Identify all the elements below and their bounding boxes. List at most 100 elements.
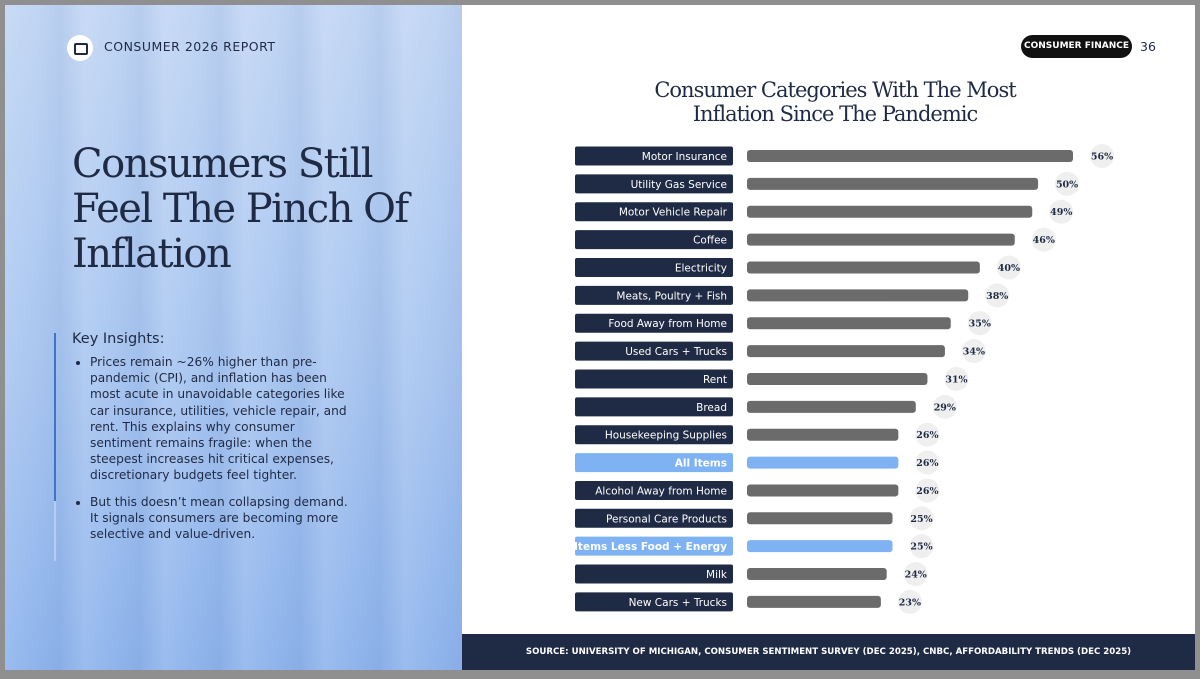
bar — [747, 568, 887, 581]
label-box — [575, 285, 733, 305]
bar — [747, 205, 1033, 218]
category-label: Motor Insurance — [642, 151, 727, 163]
value-label: 26% — [916, 486, 938, 497]
bar — [747, 317, 951, 330]
label-box — [575, 146, 733, 166]
accent-line — [54, 333, 56, 501]
value-label: 23% — [899, 597, 921, 608]
bar — [747, 595, 881, 608]
left-panel — [5, 5, 462, 670]
value-badge — [897, 589, 922, 614]
category-label: All Items — [675, 458, 727, 470]
category-label: Food Away from Home — [608, 318, 727, 330]
section-tag: CONSUMER FINANCE — [1021, 35, 1132, 58]
bar — [747, 372, 928, 385]
report-title: CONSUMER 2026 REPORT — [104, 39, 276, 54]
bar — [747, 428, 899, 441]
label-box — [575, 453, 733, 473]
category-label: Rent — [703, 374, 727, 386]
category-label: All Items Less Food + Energy — [555, 541, 727, 553]
chart-title: Consumer Categories With The Most Inflat… — [654, 78, 1016, 126]
bar — [747, 289, 969, 302]
value-label: 56% — [1091, 152, 1113, 163]
label-box — [575, 202, 733, 222]
page-number: 36 — [1140, 39, 1156, 54]
value-badge — [944, 366, 969, 391]
category-label: Alcohol Away from Home — [595, 485, 727, 497]
category-label: New Cars + Trucks — [629, 597, 727, 609]
label-box — [575, 313, 733, 333]
value-label: 26% — [916, 430, 938, 441]
bar — [747, 345, 945, 358]
label-box — [575, 369, 733, 389]
value-label: 31% — [945, 374, 967, 385]
label-box — [575, 397, 733, 417]
value-badge — [1090, 144, 1114, 168]
value-badge — [1031, 227, 1056, 252]
bar — [747, 261, 980, 274]
value-badge — [915, 478, 940, 503]
value-badge — [909, 506, 934, 531]
label-box — [575, 425, 733, 445]
bar — [747, 233, 1015, 246]
value-label: 26% — [916, 458, 938, 469]
source: SOURCE: UNIVERSITY OF MICHIGAN, CONSUMER… — [462, 634, 1195, 670]
value-label: 35% — [969, 319, 991, 330]
value-label: 25% — [910, 514, 932, 525]
insight: Prices remain ~26% higher than pre-pande… — [90, 354, 355, 484]
value-label: 40% — [998, 263, 1020, 274]
label-box — [575, 536, 733, 556]
label-box — [575, 564, 733, 584]
value-badge — [996, 255, 1021, 280]
value-label: 38% — [986, 291, 1008, 302]
category-label: Bread — [696, 402, 727, 414]
label-box — [575, 508, 733, 528]
category-label: Electricity — [675, 262, 727, 274]
insight: But this doesn’t mean collapsing demand.… — [90, 494, 355, 543]
value-badge — [915, 422, 940, 447]
value-label: 25% — [910, 542, 932, 553]
insights-title: Key Insights: — [72, 331, 165, 347]
label-box — [575, 592, 733, 612]
value-label: 29% — [934, 402, 956, 413]
value-label: 46% — [1033, 235, 1055, 246]
category-label: Personal Care Products — [606, 513, 727, 525]
value-badge — [967, 311, 992, 336]
bar — [747, 540, 893, 553]
label-box — [575, 341, 733, 361]
value-badge — [932, 394, 957, 419]
label-box — [575, 174, 733, 194]
category-label: Milk — [706, 569, 728, 581]
value-badge — [961, 339, 986, 364]
category-label: Utility Gas Service — [631, 179, 727, 191]
value-badge — [903, 562, 928, 587]
category-label: Meats, Poultry + Fish — [616, 290, 727, 302]
accent-line — [54, 501, 56, 561]
headline: Consumers Still Feel The Pinch Of Inflat… — [72, 141, 409, 277]
label-box — [575, 230, 733, 250]
value-badge — [915, 450, 940, 475]
value-badge — [1055, 171, 1080, 196]
label-box — [575, 480, 733, 500]
category-label: Motor Vehicle Repair — [619, 207, 728, 219]
value-label: 50% — [1056, 179, 1078, 190]
label-box — [575, 257, 733, 277]
bar — [747, 484, 899, 497]
insights-list: Prices remain ~26% higher than pre-pande… — [72, 354, 355, 552]
bar — [747, 177, 1039, 190]
value-label: 34% — [963, 347, 985, 358]
value-badge — [985, 283, 1010, 308]
bar — [747, 400, 916, 413]
value-label: 24% — [905, 570, 927, 581]
bar — [747, 150, 1073, 162]
category-label: Housekeeping Supplies — [605, 430, 727, 442]
right-panel — [462, 5, 1195, 670]
value-badge — [909, 534, 934, 559]
logo — [67, 35, 93, 61]
value-badge — [1049, 199, 1074, 224]
value-label: 49% — [1050, 207, 1072, 218]
bar — [747, 512, 893, 525]
category-label: Used Cars + Trucks — [625, 346, 727, 358]
